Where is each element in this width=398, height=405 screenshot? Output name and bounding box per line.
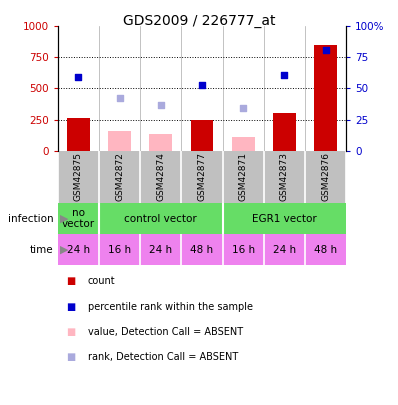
Text: 48 h: 48 h	[190, 245, 214, 255]
Point	[116, 95, 123, 102]
Text: no
vector: no vector	[62, 208, 95, 230]
Text: 24 h: 24 h	[149, 245, 172, 255]
Text: ■: ■	[66, 327, 75, 337]
Text: time: time	[30, 245, 54, 255]
Bar	[232, 137, 255, 151]
Text: infection: infection	[8, 214, 54, 224]
Text: ■: ■	[66, 302, 75, 311]
Text: GSM42876: GSM42876	[321, 152, 330, 201]
Bar	[67, 118, 90, 151]
Text: percentile rank within the sample: percentile rank within the sample	[88, 302, 253, 311]
Point	[322, 47, 329, 53]
Text: GDS2009 / 226777_at: GDS2009 / 226777_at	[123, 14, 275, 28]
Bar	[191, 119, 213, 151]
Text: 16 h: 16 h	[232, 245, 255, 255]
Bar	[273, 113, 296, 151]
Text: control vector: control vector	[125, 214, 197, 224]
Text: ■: ■	[66, 277, 75, 286]
Text: EGR1 vector: EGR1 vector	[252, 214, 317, 224]
Text: 16 h: 16 h	[108, 245, 131, 255]
Point	[240, 105, 246, 111]
Text: count: count	[88, 277, 115, 286]
Point	[199, 81, 205, 88]
Point	[281, 72, 288, 78]
Text: GSM42874: GSM42874	[156, 152, 165, 201]
Text: GSM42871: GSM42871	[239, 152, 248, 201]
Text: GSM42872: GSM42872	[115, 152, 124, 201]
Bar	[108, 131, 131, 151]
Text: ■: ■	[66, 352, 75, 362]
Point	[158, 101, 164, 108]
Text: value, Detection Call = ABSENT: value, Detection Call = ABSENT	[88, 327, 243, 337]
Text: GSM42875: GSM42875	[74, 152, 83, 201]
Point	[75, 74, 82, 81]
Text: GSM42877: GSM42877	[197, 152, 207, 201]
Text: ▶: ▶	[60, 245, 68, 255]
Bar	[149, 134, 172, 151]
Text: ▶: ▶	[60, 214, 68, 224]
Bar	[314, 45, 337, 151]
Text: 48 h: 48 h	[314, 245, 337, 255]
Text: GSM42873: GSM42873	[280, 152, 289, 201]
Text: rank, Detection Call = ABSENT: rank, Detection Call = ABSENT	[88, 352, 238, 362]
Text: 24 h: 24 h	[273, 245, 296, 255]
Text: 24 h: 24 h	[67, 245, 90, 255]
